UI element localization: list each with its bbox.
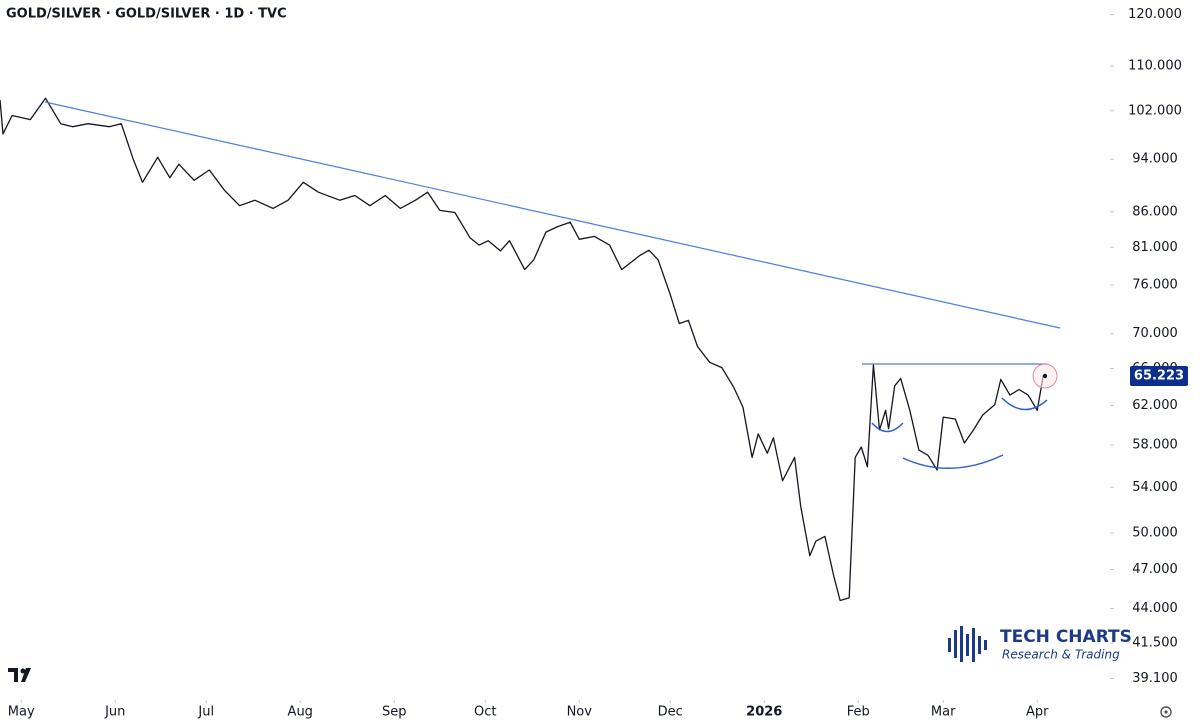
- chart-title: GOLD/SILVER · GOLD/SILVER · 1D · TVC: [6, 7, 287, 22]
- y-tick-label: 50.000: [1132, 525, 1178, 540]
- y-tick-label: 102.000: [1128, 103, 1182, 118]
- x-tick-label: Dec: [658, 705, 683, 720]
- x-tick-label: Aug: [288, 705, 313, 720]
- y-tick-label: 44.000: [1132, 601, 1178, 616]
- y-tick-label: 70.000: [1132, 326, 1178, 341]
- y-tick-label: 39.100: [1132, 671, 1178, 686]
- logo-tagline: Research & Trading: [1002, 648, 1120, 662]
- tv-logo: [8, 668, 31, 682]
- price-label-box: [1130, 366, 1188, 386]
- y-tick-label: 110.000: [1128, 59, 1182, 74]
- x-tick-label: Nov: [567, 705, 593, 720]
- plot-area: 120.000 110.000 102.000 94.000 86.000 81.000 7…: [0, 7, 1182, 720]
- x-tick-label: Apr: [1026, 705, 1049, 720]
- x-tick-label: Jun: [104, 705, 125, 720]
- logo-name: TECH CHARTS: [1000, 627, 1132, 647]
- trend-line: [44, 101, 1061, 329]
- price-label: 65.223: [1130, 366, 1188, 386]
- y-tick-label: 81.000: [1132, 240, 1178, 255]
- y-tick-label: 58.000: [1132, 437, 1178, 452]
- left-shoulder-arc: [871, 422, 904, 433]
- y-tick-label: 62.000: [1132, 398, 1178, 413]
- settings-icon[interactable]: [1160, 706, 1172, 718]
- logo-icon: [948, 626, 987, 662]
- right-shoulder-arc: [1001, 397, 1048, 411]
- price-line: [0, 97, 1044, 602]
- x-tick-label: 2026: [746, 705, 782, 720]
- price-label-text: 65.223: [1134, 369, 1184, 384]
- y-tick-label: 54.000: [1132, 480, 1178, 495]
- x-tick-label: Sep: [382, 705, 407, 720]
- y-tick-label: 120.000: [1128, 7, 1182, 22]
- logo: TECH CHARTS Research & Trading: [948, 626, 1132, 662]
- y-tick-label: 41.500: [1132, 636, 1178, 651]
- last-point: [1042, 373, 1048, 379]
- head-arc: [902, 454, 1004, 470]
- x-tick-label: Mar: [931, 705, 956, 720]
- x-tick-label: Jul: [197, 705, 214, 720]
- y-tick-label: 76.000: [1132, 277, 1178, 292]
- x-tick-label: May: [8, 705, 35, 720]
- y-tick-label: 86.000: [1132, 204, 1178, 219]
- x-tick-label: Oct: [474, 705, 496, 720]
- y-tick-label: 94.000: [1132, 152, 1178, 167]
- x-tick-label: Feb: [847, 705, 870, 720]
- y-tick-label: 47.000: [1132, 562, 1178, 577]
